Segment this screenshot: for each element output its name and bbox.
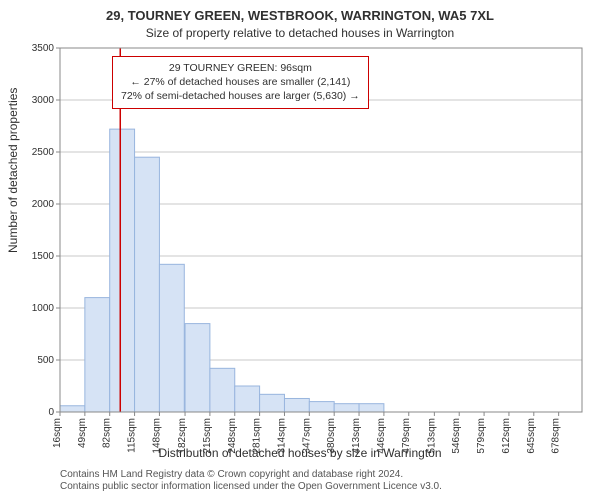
histogram-bar <box>260 394 285 412</box>
footer-line-2: Contains public sector information licen… <box>60 481 442 492</box>
chart-subtitle: Size of property relative to detached ho… <box>0 24 600 44</box>
callout-line3: 72% of semi-detached houses are larger (… <box>121 89 360 103</box>
figure: 29, TOURNEY GREEN, WESTBROOK, WARRINGTON… <box>0 0 600 500</box>
x-axis-label: Distribution of detached houses by size … <box>0 446 600 460</box>
xtick-label: 16sqm <box>52 418 63 448</box>
y-axis-label: Number of detached properties <box>6 88 20 253</box>
ytick-label: 3500 <box>32 43 55 54</box>
ytick-label: 1000 <box>32 303 55 314</box>
histogram-bar <box>185 324 210 412</box>
ytick-label: 2000 <box>32 199 55 210</box>
ytick-label: 2500 <box>32 147 55 158</box>
histogram-bar <box>60 406 85 412</box>
histogram-bar <box>159 264 184 412</box>
xtick-label: 82sqm <box>102 418 113 448</box>
histogram-bar <box>210 368 235 412</box>
histogram-bar <box>135 157 160 412</box>
callout-box: 29 TOURNEY GREEN: 96sqm ← 27% of detache… <box>112 56 369 109</box>
ytick-label: 3000 <box>32 95 55 106</box>
histogram-bar <box>334 404 359 412</box>
callout-line1: 29 TOURNEY GREEN: 96sqm <box>121 61 360 75</box>
ytick-label: 500 <box>37 355 54 366</box>
ytick-label: 1500 <box>32 251 55 262</box>
ytick-label: 0 <box>48 407 54 418</box>
histogram-bar <box>309 402 334 412</box>
histogram-bar <box>284 398 309 412</box>
histogram-bar <box>110 129 135 412</box>
histogram-bar <box>85 298 110 412</box>
callout-line2: ← 27% of detached houses are smaller (2,… <box>121 75 360 89</box>
footer-line-1: Contains HM Land Registry data © Crown c… <box>60 469 403 480</box>
xtick-label: 49sqm <box>77 418 88 448</box>
histogram-bar <box>235 386 260 412</box>
chart-title: 29, TOURNEY GREEN, WESTBROOK, WARRINGTON… <box>0 0 600 24</box>
histogram-bar <box>359 404 384 412</box>
